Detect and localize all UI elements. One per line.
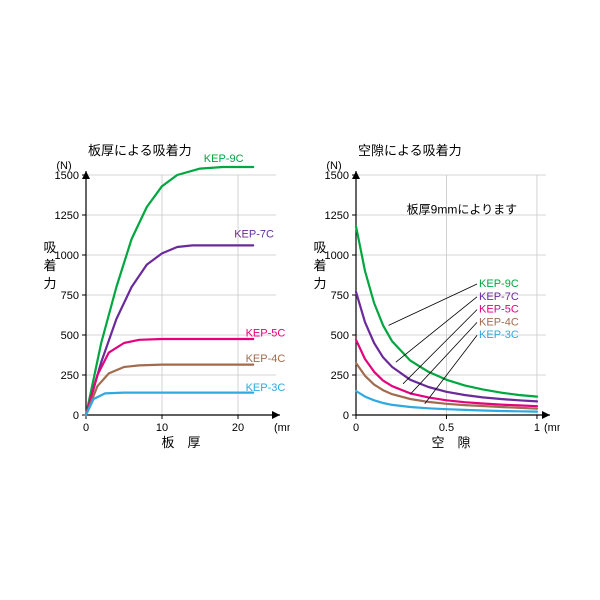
- series-KEP-3C: [86, 392, 253, 414]
- x-axis-label: 板 厚: [161, 435, 200, 450]
- x-tick-label: 1: [534, 422, 540, 434]
- x-tick-label: 0.5: [439, 422, 454, 434]
- x-tick-label: 0: [353, 422, 359, 434]
- series-label: KEP-7C: [479, 290, 519, 302]
- series-label: KEP-7C: [234, 228, 274, 240]
- chart-title: 板厚による吸着力: [88, 143, 192, 158]
- y-tick-label: 1500: [325, 170, 349, 182]
- x-unit: (mm): [274, 422, 290, 434]
- series-KEP-5C: [86, 339, 253, 415]
- series-label: KEP-5C: [246, 327, 286, 339]
- chart-note: 板厚9mmによります: [407, 202, 517, 216]
- series-label: KEP-9C: [204, 153, 244, 165]
- y-tick-label: 1000: [325, 250, 349, 262]
- chart-title: 空隙による吸着力: [358, 143, 462, 158]
- x-tick-label: 10: [156, 422, 168, 434]
- x-tick-label: 20: [232, 422, 244, 434]
- left-chart: 板厚による吸着力(N)025050075010001250150001020(m…: [40, 141, 290, 460]
- x-axis-label: 空 隙: [431, 435, 470, 450]
- series-label: KEP-4C: [479, 316, 519, 328]
- series-label: KEP-5C: [479, 303, 519, 315]
- y-tick-label: 0: [73, 410, 79, 422]
- right-chart: 空隙による吸着力(N)025050075010001250150000.51(m…: [310, 141, 560, 460]
- y-axis-label-char: 吸: [43, 239, 56, 254]
- series-label: KEP-4C: [246, 353, 286, 365]
- y-tick-label: 250: [61, 370, 79, 382]
- y-axis-label-char: 着: [43, 257, 56, 272]
- x-unit: (mm): [544, 422, 560, 434]
- series-label: KEP-3C: [479, 329, 519, 341]
- y-tick-label: 750: [331, 290, 349, 302]
- y-axis-label-char: 力: [43, 275, 56, 290]
- y-axis-label-char: 力: [313, 275, 326, 290]
- y-tick-label: 750: [61, 290, 79, 302]
- y-axis-label-char: 着: [313, 257, 326, 272]
- y-tick-label: 1000: [55, 250, 79, 262]
- y-tick-label: 500: [61, 330, 79, 342]
- series-KEP-9C: [86, 167, 253, 415]
- y-tick-label: 0: [343, 410, 349, 422]
- series-KEP-4C: [86, 364, 253, 414]
- series-label: KEP-9C: [479, 278, 519, 290]
- y-axis-label-char: 吸: [313, 239, 326, 254]
- y-tick-label: 250: [331, 370, 349, 382]
- y-tick-label: 500: [331, 330, 349, 342]
- y-tick-label: 1250: [55, 210, 79, 222]
- series-KEP-7C: [86, 245, 253, 415]
- y-tick-label: 1500: [55, 170, 79, 182]
- x-tick-label: 0: [83, 422, 89, 434]
- charts-panel: 板厚による吸着力(N)025050075010001250150001020(m…: [20, 121, 580, 480]
- y-tick-label: 1250: [325, 210, 349, 222]
- series-label: KEP-3C: [246, 382, 286, 394]
